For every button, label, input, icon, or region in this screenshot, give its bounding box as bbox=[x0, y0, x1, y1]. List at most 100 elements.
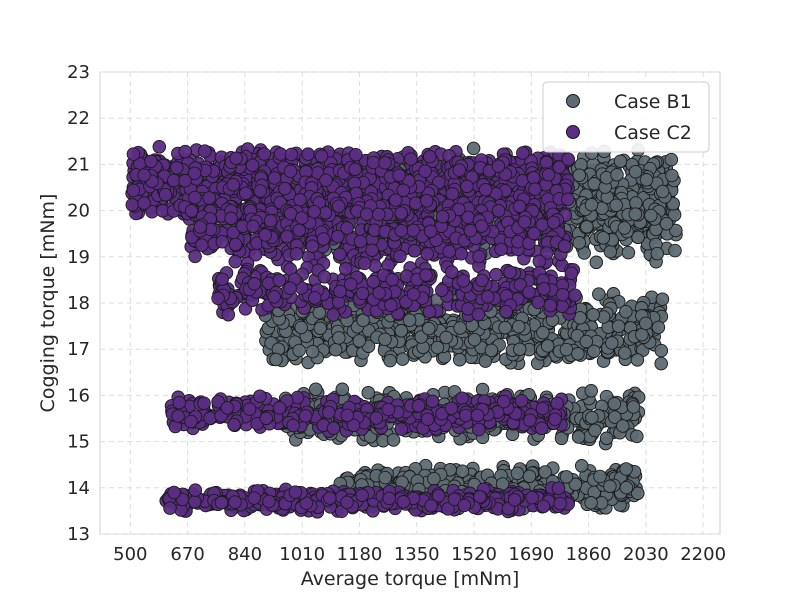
data-point-case-b1 bbox=[572, 236, 587, 250]
data-point-case-b1 bbox=[631, 230, 645, 245]
data-point-case-c2 bbox=[406, 223, 420, 238]
data-point-case-c2 bbox=[528, 182, 542, 196]
data-point-case-c2 bbox=[394, 206, 409, 220]
data-point-case-b1 bbox=[592, 287, 606, 301]
data-point-case-b1 bbox=[383, 353, 397, 368]
data-point-case-c2 bbox=[423, 224, 438, 239]
data-point-case-c2 bbox=[543, 298, 558, 313]
data-point-case-b1 bbox=[605, 336, 619, 350]
data-point-case-c2 bbox=[499, 304, 513, 319]
data-point-case-c2 bbox=[292, 223, 306, 238]
data-point-case-c2 bbox=[517, 215, 532, 229]
data-point-case-b1 bbox=[513, 342, 527, 357]
data-point-case-c2 bbox=[344, 277, 358, 292]
data-point-case-c2 bbox=[514, 394, 529, 408]
data-point-case-c2 bbox=[392, 168, 406, 183]
data-point-case-c2 bbox=[394, 422, 409, 436]
data-point-case-c2 bbox=[229, 151, 243, 166]
data-point-case-c2 bbox=[289, 247, 304, 261]
data-point-case-c2 bbox=[172, 395, 187, 410]
data-point-case-c2 bbox=[406, 287, 421, 301]
data-point-case-b1 bbox=[644, 208, 658, 223]
data-point-case-b1 bbox=[589, 255, 604, 270]
data-point-case-b1 bbox=[484, 343, 499, 358]
data-point-case-c2 bbox=[125, 198, 140, 212]
data-point-case-b1 bbox=[599, 431, 614, 446]
data-point-case-b1 bbox=[511, 319, 526, 334]
data-point-case-c2 bbox=[239, 186, 253, 200]
data-point-case-b1 bbox=[584, 384, 598, 398]
data-point-case-c2 bbox=[535, 401, 550, 416]
data-point-case-b1 bbox=[596, 231, 611, 245]
data-point-case-c2 bbox=[211, 291, 225, 306]
data-point-case-b1 bbox=[378, 332, 392, 347]
data-point-case-c2 bbox=[365, 243, 379, 258]
data-point-case-c2 bbox=[418, 164, 432, 178]
data-point-case-b1 bbox=[616, 419, 630, 433]
data-point-case-c2 bbox=[307, 204, 321, 219]
data-point-case-b1 bbox=[587, 344, 601, 359]
data-point-case-c2 bbox=[385, 273, 399, 287]
data-point-case-c2 bbox=[503, 265, 517, 280]
data-point-case-c2 bbox=[534, 421, 549, 436]
data-point-case-b1 bbox=[621, 245, 636, 260]
data-point-case-c2 bbox=[357, 256, 372, 271]
data-point-case-b1 bbox=[356, 313, 370, 328]
data-point-case-c2 bbox=[203, 411, 217, 425]
data-point-case-b1 bbox=[559, 342, 574, 357]
data-point-case-c2 bbox=[422, 304, 437, 319]
data-point-case-c2 bbox=[366, 155, 381, 170]
data-point-case-c2 bbox=[471, 307, 486, 322]
data-point-case-b1 bbox=[639, 316, 653, 331]
data-point-case-c2 bbox=[419, 193, 434, 208]
data-point-case-b1 bbox=[522, 469, 537, 484]
data-point-case-c2 bbox=[228, 254, 243, 269]
data-point-case-c2 bbox=[435, 209, 450, 224]
data-point-case-c2 bbox=[419, 268, 433, 282]
data-point-case-b1 bbox=[654, 343, 669, 358]
data-point-case-b1 bbox=[414, 330, 428, 344]
data-point-case-c2 bbox=[326, 308, 340, 322]
data-point-case-c2 bbox=[272, 401, 287, 415]
data-point-case-b1 bbox=[654, 356, 668, 371]
data-point-case-c2 bbox=[267, 171, 282, 185]
data-point-case-c2 bbox=[242, 402, 257, 416]
data-point-case-c2 bbox=[411, 398, 426, 413]
data-point-case-c2 bbox=[333, 247, 347, 262]
data-point-case-b1 bbox=[669, 223, 683, 238]
data-point-case-c2 bbox=[178, 173, 192, 188]
data-point-case-c2 bbox=[527, 226, 541, 241]
data-point-case-c2 bbox=[340, 408, 355, 423]
data-point-case-c2 bbox=[267, 290, 281, 304]
data-point-case-b1 bbox=[294, 320, 308, 335]
data-point-case-b1 bbox=[626, 400, 641, 414]
data-point-case-b1 bbox=[630, 353, 645, 367]
data-point-case-c2 bbox=[246, 219, 260, 234]
data-point-case-c2 bbox=[137, 196, 151, 210]
data-point-case-c2 bbox=[512, 199, 527, 214]
data-point-case-c2 bbox=[253, 389, 267, 403]
data-point-case-c2 bbox=[369, 411, 384, 425]
data-point-case-c2 bbox=[188, 190, 202, 205]
data-point-case-c2 bbox=[561, 192, 575, 207]
data-point-case-b1 bbox=[466, 141, 481, 156]
series-case-c2 bbox=[125, 140, 582, 519]
data-point-case-c2 bbox=[193, 220, 208, 234]
data-point-case-c2 bbox=[568, 288, 582, 302]
data-point-case-c2 bbox=[247, 277, 261, 291]
data-point-case-c2 bbox=[463, 223, 478, 238]
data-point-case-b1 bbox=[631, 486, 645, 501]
data-point-case-b1 bbox=[395, 352, 410, 366]
data-point-case-c2 bbox=[442, 244, 456, 259]
data-point-case-b1 bbox=[430, 340, 445, 355]
data-point-case-c2 bbox=[550, 396, 564, 411]
data-point-case-c2 bbox=[557, 239, 572, 253]
data-point-case-c2 bbox=[178, 144, 192, 159]
data-point-case-c2 bbox=[474, 219, 489, 233]
data-point-case-c2 bbox=[491, 204, 506, 218]
data-point-case-c2 bbox=[359, 207, 374, 221]
data-point-case-c2 bbox=[126, 147, 141, 161]
data-point-case-b1 bbox=[394, 324, 409, 338]
data-point-case-c2 bbox=[472, 422, 486, 437]
